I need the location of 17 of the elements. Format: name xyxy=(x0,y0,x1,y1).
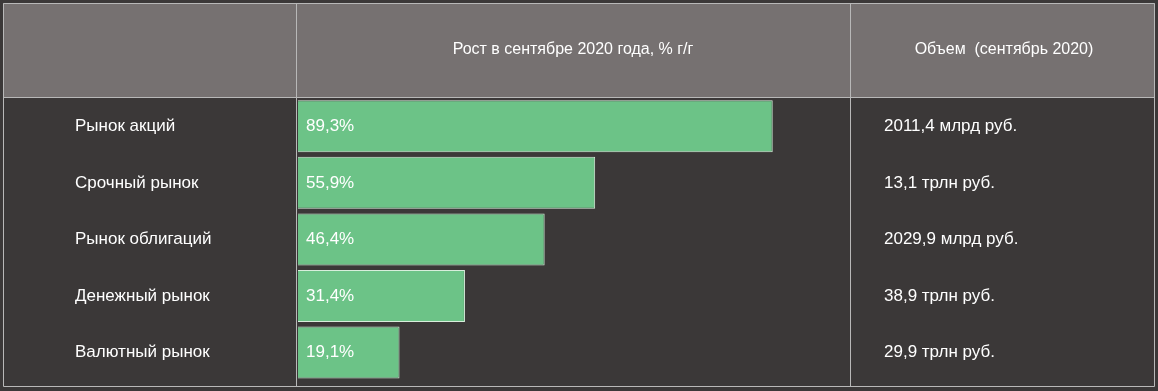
text: 2011,4 млрд руб. xyxy=(884,115,1018,135)
data-label: 19,1% xyxy=(306,342,355,362)
data-label: 89,3% xyxy=(306,115,355,135)
data-label: 46,4% xyxy=(306,229,355,249)
data-label: 55,9% xyxy=(306,172,355,192)
text: 13,1 трлн руб. xyxy=(884,172,995,192)
y-tick-label: Валютный рынок xyxy=(75,342,211,362)
text: 29,9 трлн руб. xyxy=(884,342,995,362)
text: 2029,9 млрд руб. xyxy=(884,229,1019,249)
x-axis-title: Рост в сентябре 2020 года, % г/г xyxy=(452,40,694,58)
data-label: 31,4% xyxy=(306,285,355,305)
text: 38,9 трлн руб. xyxy=(884,285,995,305)
y-tick-label: Рынок акций xyxy=(75,115,176,135)
y-tick-label: Рынок облигаций xyxy=(75,229,212,249)
y-tick-label: Срочный рынок xyxy=(75,172,200,192)
text: Объем (сентябрь 2020) xyxy=(914,40,1094,58)
y-tick-label: Денежный рынок xyxy=(75,285,211,305)
